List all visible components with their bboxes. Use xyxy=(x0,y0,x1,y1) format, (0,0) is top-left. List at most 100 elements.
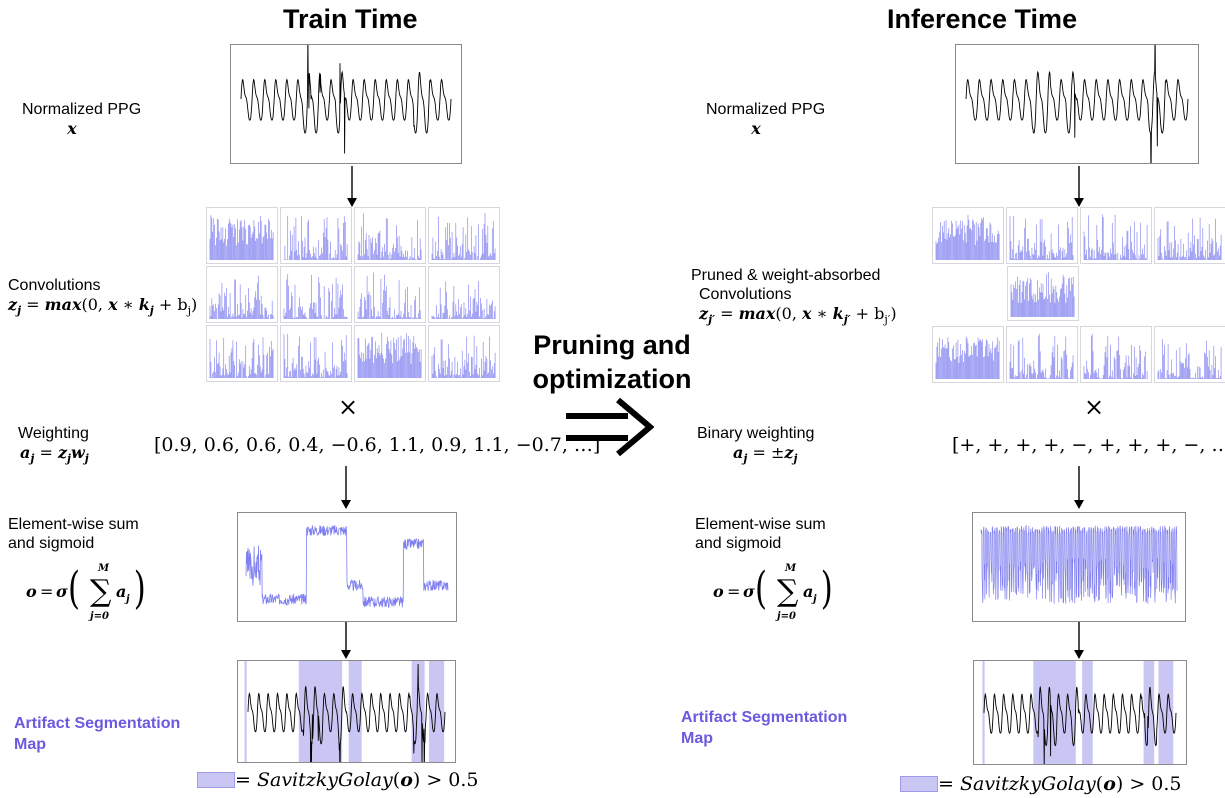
left-weighting-label: Weighting aj = zjwj xyxy=(18,424,89,468)
left-conv-equation: zj = max(0, x ∗ kj + bj) xyxy=(8,295,198,318)
conv-activation-trace xyxy=(283,274,348,319)
right-weighting-equation: aj = ±zj xyxy=(733,443,798,466)
conv-activation-trace xyxy=(935,215,1000,260)
left-legend: = SavitzkyGolay(o) > 0.5 xyxy=(197,769,479,791)
train-time-title: Train Time xyxy=(283,4,418,34)
conv-output-tile xyxy=(280,266,352,323)
svg-text:a: a xyxy=(116,582,126,601)
right-conv-label: Pruned & weight-absorbed Convolutions zj… xyxy=(691,266,897,329)
conv-output-tile xyxy=(1006,207,1078,264)
conv-activation-trace xyxy=(1083,333,1148,379)
ppg-signal-plot xyxy=(965,45,1189,163)
svg-text:): ) xyxy=(821,562,833,613)
right-seg-label: Artifact Segmentation Map xyxy=(681,709,848,747)
svg-text:(: ( xyxy=(68,562,80,613)
left-multiply-sign: × xyxy=(338,393,359,421)
right-conv-pruned-tile xyxy=(1007,266,1079,322)
inference-time-title: Inference Time xyxy=(887,4,1078,34)
artifact-band xyxy=(428,661,445,762)
svg-text:=: = xyxy=(40,582,53,601)
left-sigmoid-formula: o = σ ( ∑ M j=0 a j ) xyxy=(26,557,166,625)
conv-output-tile xyxy=(206,207,278,264)
conv-output-tile xyxy=(428,266,500,323)
svg-text:j: j xyxy=(124,594,130,605)
conv-activation-trace xyxy=(209,337,274,378)
right-weights-vector: [+, +, +, +, −, +, +, +, −, …] xyxy=(952,434,1225,456)
svg-text:(: ( xyxy=(755,562,767,613)
svg-text:M: M xyxy=(97,563,110,574)
artifact-band xyxy=(298,661,343,762)
artifact-band xyxy=(411,661,425,762)
svg-text:j: j xyxy=(811,594,817,605)
left-conv-grid xyxy=(206,207,502,383)
svg-text:j=0: j=0 xyxy=(775,611,796,622)
right-sigmoid-plot xyxy=(972,512,1186,622)
legend-swatch xyxy=(197,772,235,788)
segmentation-map-plot xyxy=(244,661,446,762)
left-ppg-plot xyxy=(230,44,462,164)
signal-trace xyxy=(965,45,1189,163)
svg-text:∑: ∑ xyxy=(777,574,799,609)
conv-output-tile xyxy=(354,325,426,382)
right-conv-equation: zj′ = max(0, x ∗ kj′ + bj′) xyxy=(699,304,897,327)
conv-output-tile xyxy=(1080,326,1152,383)
sigmoid-sum-formula: o = σ ( ∑ M j=0 a j ) xyxy=(26,562,146,622)
left-sigmoid-plot xyxy=(237,512,457,622)
conv-activation-trace xyxy=(431,281,496,319)
right-legend: = SavitzkyGolay(o) > 0.5 xyxy=(900,773,1182,795)
artifact-band xyxy=(1082,661,1093,764)
right-ppg-plot xyxy=(955,44,1199,164)
left-weights-vector: [0.9, 0.6, 0.6, 0.4, −0.6, 1.1, 0.9, 1.1… xyxy=(154,434,601,456)
sigmoid-output-plot xyxy=(980,524,1178,604)
right-sigmoid-formula: o = σ ( ∑ M j=0 a j ) xyxy=(713,557,853,625)
svg-text:M: M xyxy=(784,563,797,574)
conv-output-tile xyxy=(428,207,500,264)
svg-text:o: o xyxy=(713,582,724,601)
conv-output-tile xyxy=(280,207,352,264)
left-seg-label: Artifact Segmentation Map xyxy=(14,715,181,753)
conv-activation-trace xyxy=(357,213,422,260)
svg-text:=: = xyxy=(727,582,740,601)
left-weighting-equation: aj = zjwj xyxy=(20,443,89,466)
down-arrow-5 xyxy=(1074,466,1084,509)
conv-activation-trace xyxy=(1157,217,1222,260)
down-arrow-2 xyxy=(341,466,351,509)
svg-text:σ: σ xyxy=(743,582,755,601)
conv-activation-trace xyxy=(1157,339,1222,379)
svg-text:σ: σ xyxy=(56,582,68,601)
legend-swatch xyxy=(900,776,938,792)
conv-activation-trace xyxy=(431,213,496,260)
conv-output-tile xyxy=(932,326,1004,383)
pruning-arrow-icon xyxy=(566,398,654,457)
conv-output-tile xyxy=(280,325,352,382)
right-ppg-label: Normalized PPG x xyxy=(706,101,826,138)
signal-trace xyxy=(983,685,1177,764)
conv-activation-trace xyxy=(283,333,348,378)
conv-output-tile xyxy=(932,207,1004,264)
svg-text:∑: ∑ xyxy=(90,574,112,609)
signal-trace xyxy=(980,524,1178,604)
right-conv-grid-bottom xyxy=(932,326,1225,384)
signal-trace xyxy=(240,45,452,154)
artifact-band xyxy=(1158,661,1174,764)
svg-text:a: a xyxy=(803,582,813,601)
signal-trace xyxy=(247,663,446,762)
artifact-band xyxy=(982,661,985,764)
right-conv-grid-top xyxy=(932,207,1225,265)
svg-text:j=0: j=0 xyxy=(88,611,109,622)
svg-text:o: o xyxy=(26,582,37,601)
conv-activation-trace xyxy=(431,335,496,378)
pruning-label: Pruning and optimization xyxy=(532,330,692,394)
left-ppg-label: Normalized PPG x xyxy=(22,101,142,138)
ppg-signal-plot xyxy=(240,45,452,154)
conv-activation-trace xyxy=(357,332,422,378)
left-seg-plot xyxy=(237,660,456,763)
right-seg-plot xyxy=(973,660,1187,765)
svg-text:): ) xyxy=(134,562,146,613)
artifact-band xyxy=(348,661,362,762)
signal-trace xyxy=(245,525,449,609)
artifact-band xyxy=(1033,661,1076,764)
conv-output-tile xyxy=(206,325,278,382)
conv-activation-trace xyxy=(1009,215,1074,260)
conv-output-tile xyxy=(1006,326,1078,383)
